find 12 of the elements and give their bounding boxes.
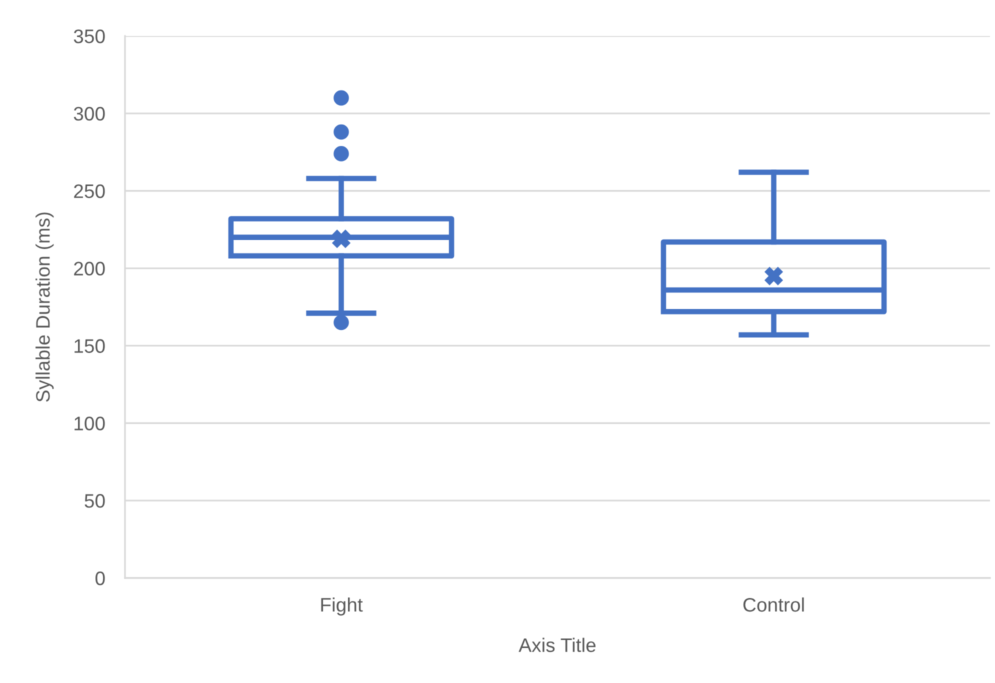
y-tick-label: 350: [74, 29, 105, 44]
y-axis-title: Syllable Duration (ms): [36, 212, 54, 402]
y-tick-label: 50: [84, 494, 105, 508]
x-tick-label: Fight: [321, 597, 363, 616]
x-axis-title: Axis Title: [518, 638, 596, 652]
y-tick-label: 150: [74, 339, 105, 353]
y-tick-label: 0: [96, 571, 105, 586]
y-tick-label: 100: [74, 416, 105, 430]
y-tick-label: 250: [74, 184, 105, 198]
x-tick-label: Control: [743, 597, 804, 612]
y-tick-label: 300: [74, 106, 105, 121]
y-tick-label: 200: [74, 262, 105, 276]
